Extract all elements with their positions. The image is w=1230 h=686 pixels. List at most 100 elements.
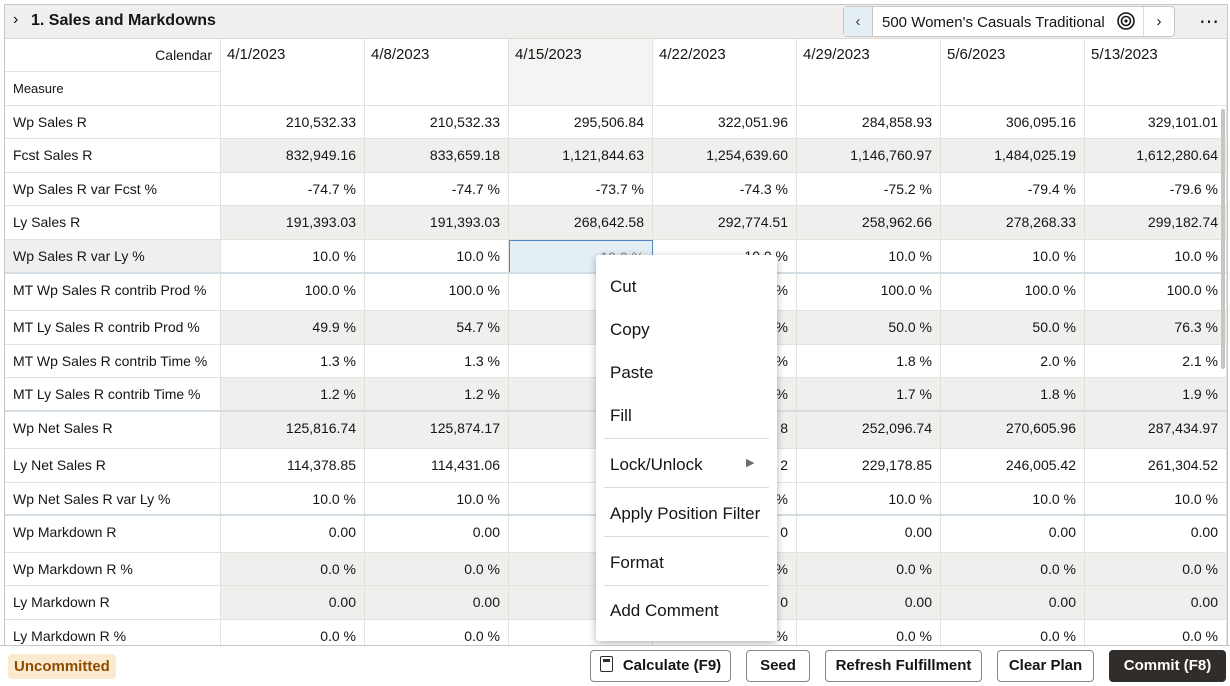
data-cell[interactable]: 0.0 % — [365, 620, 509, 645]
data-cell[interactable]: 210,532.33 — [221, 106, 365, 139]
data-cell[interactable]: 0.0 % — [221, 553, 365, 586]
data-cell[interactable]: 270,605.96 — [941, 412, 1085, 449]
data-cell[interactable]: 10.0 % — [1085, 483, 1227, 516]
data-cell[interactable]: 50.0 % — [797, 311, 941, 345]
data-cell[interactable]: -79.6 % — [1085, 173, 1227, 206]
data-cell[interactable]: 261,304.52 — [1085, 449, 1227, 483]
chevron-right-icon[interactable]: › — [13, 11, 19, 28]
data-cell[interactable]: -74.7 % — [365, 173, 509, 206]
data-cell[interactable]: 1.8 % — [941, 378, 1085, 412]
data-cell[interactable]: 229,178.85 — [797, 449, 941, 483]
chevron-left-icon[interactable]: ‹ — [844, 7, 873, 36]
data-cell[interactable]: 292,774.51 — [653, 206, 797, 240]
data-cell[interactable]: 1,146,760.97 — [797, 139, 941, 173]
data-cell[interactable]: 0.0 % — [941, 553, 1085, 586]
data-cell[interactable]: 125,816.74 — [221, 412, 365, 449]
menu-item-format[interactable]: Format — [610, 553, 664, 572]
data-cell[interactable]: -74.7 % — [221, 173, 365, 206]
data-cell[interactable]: 50.0 % — [941, 311, 1085, 345]
data-cell[interactable]: 0.0 % — [941, 620, 1085, 645]
data-cell[interactable]: 10.0 % — [941, 483, 1085, 516]
row-header[interactable]: Wp Markdown R — [5, 516, 221, 553]
data-cell[interactable]: 0.0 % — [221, 620, 365, 645]
data-cell[interactable]: 0.00 — [941, 586, 1085, 620]
data-cell[interactable]: 125,874.17 — [365, 412, 509, 449]
row-header[interactable]: MT Ly Sales R contrib Time % — [5, 378, 221, 412]
data-cell[interactable]: 0.0 % — [1085, 553, 1227, 586]
data-cell[interactable]: 10.0 % — [797, 483, 941, 516]
data-cell[interactable]: 268,642.58 — [509, 206, 653, 240]
data-cell[interactable]: 0.00 — [1085, 586, 1227, 620]
data-cell[interactable]: -74.3 % — [653, 173, 797, 206]
data-cell[interactable]: 10.0 % — [365, 483, 509, 516]
data-cell[interactable]: 287,434.97 — [1085, 412, 1227, 449]
data-cell[interactable]: 10.0 % — [221, 483, 365, 516]
data-cell[interactable]: 1.2 % — [365, 378, 509, 412]
data-cell[interactable]: 246,005.42 — [941, 449, 1085, 483]
data-cell[interactable]: 114,378.85 — [221, 449, 365, 483]
measure-dimension-label[interactable]: Measure — [5, 72, 221, 106]
clear-plan-button[interactable]: Clear Plan — [997, 650, 1094, 682]
data-cell[interactable]: 191,393.03 — [221, 206, 365, 240]
data-cell[interactable]: 100.0 % — [365, 274, 509, 311]
data-cell[interactable]: 1,121,844.63 — [509, 139, 653, 173]
data-cell[interactable]: 295,506.84 — [509, 106, 653, 139]
chevron-right-icon[interactable]: › — [1143, 7, 1174, 36]
menu-item-apply-position-filter[interactable]: Apply Position Filter — [610, 504, 761, 523]
more-options-icon[interactable]: ⋯ — [1199, 11, 1220, 33]
menu-item-cut[interactable]: Cut — [610, 277, 637, 296]
column-header[interactable]: 4/8/2023 — [365, 39, 509, 106]
menu-item-copy[interactable]: Copy — [610, 320, 650, 339]
data-cell[interactable]: -75.2 % — [797, 173, 941, 206]
row-header[interactable]: Wp Sales R var Fcst % — [5, 173, 221, 206]
column-header[interactable]: 4/1/2023 — [221, 39, 365, 106]
data-cell[interactable]: 76.3 % — [1085, 311, 1227, 345]
data-cell[interactable]: 0.00 — [1085, 516, 1227, 553]
row-header[interactable]: MT Ly Sales R contrib Prod % — [5, 311, 221, 345]
data-cell[interactable]: 100.0 % — [797, 274, 941, 311]
data-cell[interactable]: 306,095.16 — [941, 106, 1085, 139]
column-header[interactable]: 5/13/2023 — [1085, 39, 1227, 106]
data-cell[interactable]: 1,254,639.60 — [653, 139, 797, 173]
refresh-fulfillment-button[interactable]: Refresh Fulfillment — [825, 650, 982, 682]
row-header[interactable]: Wp Markdown R % — [5, 553, 221, 586]
data-cell[interactable]: 0.00 — [797, 516, 941, 553]
data-cell[interactable]: 0.0 % — [1085, 620, 1227, 645]
commit-button[interactable]: Commit (F8) — [1109, 650, 1226, 682]
data-cell[interactable]: 0.00 — [365, 586, 509, 620]
data-cell[interactable]: 299,182.74 — [1085, 206, 1227, 240]
data-cell[interactable]: 10.0 % — [1085, 240, 1227, 274]
data-cell[interactable]: 10.0 % — [941, 240, 1085, 274]
data-cell[interactable]: 1.3 % — [365, 345, 509, 378]
calendar-dimension-label[interactable]: Calendar — [5, 39, 221, 72]
data-cell[interactable]: 10.0 % — [365, 240, 509, 274]
data-cell[interactable]: 258,962.66 — [797, 206, 941, 240]
data-cell[interactable]: 0.00 — [941, 516, 1085, 553]
data-cell[interactable]: 1.2 % — [221, 378, 365, 412]
data-cell[interactable]: 1.9 % — [1085, 378, 1227, 412]
data-cell[interactable]: 0.0 % — [365, 553, 509, 586]
calculate-button[interactable]: Calculate (F9) — [590, 650, 731, 682]
row-header[interactable]: Wp Net Sales R — [5, 412, 221, 449]
data-cell[interactable]: 0.0 % — [797, 553, 941, 586]
menu-item-paste[interactable]: Paste — [610, 363, 654, 382]
data-cell[interactable]: 191,393.03 — [365, 206, 509, 240]
data-cell[interactable]: 329,101.01 — [1085, 106, 1227, 139]
row-header[interactable]: Ly Net Sales R — [5, 449, 221, 483]
target-icon[interactable] — [1116, 11, 1136, 31]
row-header[interactable]: MT Wp Sales R contrib Prod % — [5, 274, 221, 311]
seed-button[interactable]: Seed — [746, 650, 810, 682]
data-cell[interactable]: 100.0 % — [221, 274, 365, 311]
data-cell[interactable]: 100.0 % — [1085, 274, 1227, 311]
data-cell[interactable]: 10.0 % — [221, 240, 365, 274]
data-cell[interactable]: 252,096.74 — [797, 412, 941, 449]
data-cell[interactable]: 0.0 % — [797, 620, 941, 645]
data-cell[interactable]: 1,612,280.64 — [1085, 139, 1227, 173]
data-cell[interactable]: 210,532.33 — [365, 106, 509, 139]
data-cell[interactable]: 0.00 — [365, 516, 509, 553]
data-cell[interactable]: 833,659.18 — [365, 139, 509, 173]
menu-item-fill[interactable]: Fill — [610, 406, 632, 425]
data-cell[interactable]: 114,431.06 — [365, 449, 509, 483]
row-header[interactable]: Wp Sales R — [5, 106, 221, 139]
data-cell[interactable]: -73.7 % — [509, 173, 653, 206]
